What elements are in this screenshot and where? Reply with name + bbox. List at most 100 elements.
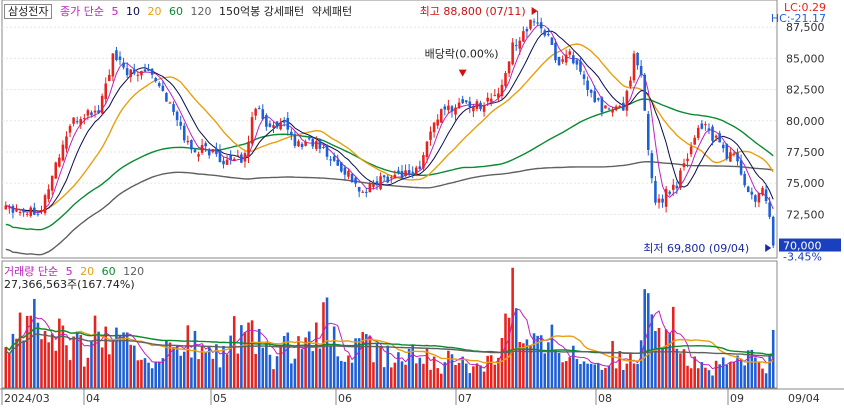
candle-body	[365, 191, 368, 193]
volume-bar	[297, 336, 300, 388]
volume-bar	[761, 368, 764, 388]
ma-period-20: 20	[147, 5, 162, 18]
candle-body	[22, 209, 25, 213]
volume-bar	[265, 341, 268, 388]
candle-body	[711, 126, 714, 141]
volume-bar	[108, 354, 111, 388]
hc-readout: HC:-21.17	[770, 12, 826, 25]
stock-name[interactable]: 삼성전자	[4, 4, 53, 19]
candle-body	[332, 156, 336, 161]
candle-body	[118, 56, 122, 60]
candle-body	[311, 139, 315, 147]
volume-bar	[636, 363, 639, 388]
volume-bar	[8, 353, 11, 388]
volume-bar	[561, 362, 564, 388]
volume-bar	[229, 335, 232, 388]
candle-body	[739, 160, 743, 175]
x-tick-label: 07	[458, 392, 472, 405]
candle-body	[322, 146, 325, 148]
candle-body	[375, 181, 379, 186]
volume-bar	[582, 361, 586, 388]
volume-bar	[475, 363, 479, 388]
candle-body	[240, 154, 243, 163]
volume-bar	[622, 369, 625, 388]
candle-body	[654, 180, 657, 203]
candle-body	[100, 95, 104, 114]
volume-bar	[657, 327, 661, 388]
volume-title: 거래량 단순	[4, 265, 59, 278]
volume-bar	[700, 362, 704, 388]
volume-bar	[696, 368, 700, 388]
volume-bar	[332, 326, 336, 388]
candle-body	[736, 152, 739, 162]
volume-bar	[461, 356, 464, 388]
candle-body	[268, 123, 272, 127]
dividend-annotation: 배당락(0.00%)	[425, 48, 499, 61]
volume-bar	[679, 353, 682, 388]
candle-body	[700, 123, 704, 129]
candle-body	[439, 109, 443, 123]
candle-body	[696, 127, 700, 138]
candle-body	[297, 141, 300, 147]
volume-bar	[497, 357, 500, 388]
volume-bar	[193, 330, 197, 388]
volume-bar	[168, 342, 172, 388]
volume-bar	[154, 361, 157, 388]
candle-body	[207, 149, 211, 156]
candle-body	[11, 205, 15, 213]
volume-bar	[58, 318, 61, 388]
volume-bar	[564, 361, 568, 388]
volume-bar	[261, 347, 265, 388]
volume-bar	[486, 355, 489, 388]
volume-bar	[489, 355, 493, 388]
candle-body	[315, 141, 318, 149]
volume-bar	[372, 362, 375, 388]
volume-bar	[654, 331, 657, 388]
volume-bar	[104, 326, 108, 388]
volume-bar	[175, 345, 179, 388]
candle-body	[4, 205, 8, 210]
volume-bar	[522, 343, 525, 388]
volume-bar	[686, 365, 689, 388]
volume-bar	[29, 315, 33, 388]
candle-body	[129, 69, 133, 77]
volume-bar	[47, 342, 50, 388]
candle-body	[704, 124, 707, 126]
volume-bar	[575, 359, 579, 388]
candle-body	[668, 191, 671, 194]
candle-body	[111, 53, 115, 77]
vol-ma-60: 60	[101, 265, 116, 278]
candle-body	[243, 153, 247, 162]
candle-body	[393, 174, 397, 179]
candle-body	[368, 183, 372, 193]
volume-bar	[129, 344, 133, 388]
candle-body	[589, 89, 593, 93]
candle-body	[75, 121, 79, 123]
candle-body	[432, 122, 436, 133]
candle-body	[443, 106, 447, 110]
candle-body	[211, 149, 215, 153]
volume-bar	[157, 361, 161, 388]
candle-body	[675, 185, 679, 189]
candle-body	[340, 162, 343, 172]
volume-bar	[97, 331, 100, 388]
volume-bar	[518, 342, 522, 388]
volume-bar	[54, 350, 58, 388]
candle-body	[279, 122, 282, 130]
volume-bar	[479, 365, 482, 388]
volume-bar	[179, 355, 182, 388]
high-marker-arrow	[531, 6, 538, 15]
candle-body	[472, 106, 475, 112]
candle-body	[436, 119, 439, 126]
low-marker-arrow	[765, 244, 772, 253]
candle-body	[622, 102, 625, 111]
candle-body	[343, 167, 347, 175]
volume-bar	[186, 325, 190, 388]
candle-body	[746, 186, 750, 193]
volume-bar	[68, 360, 72, 388]
vol-ma-5: 5	[65, 265, 73, 278]
candle-body	[771, 216, 775, 246]
candle-body	[447, 105, 450, 111]
